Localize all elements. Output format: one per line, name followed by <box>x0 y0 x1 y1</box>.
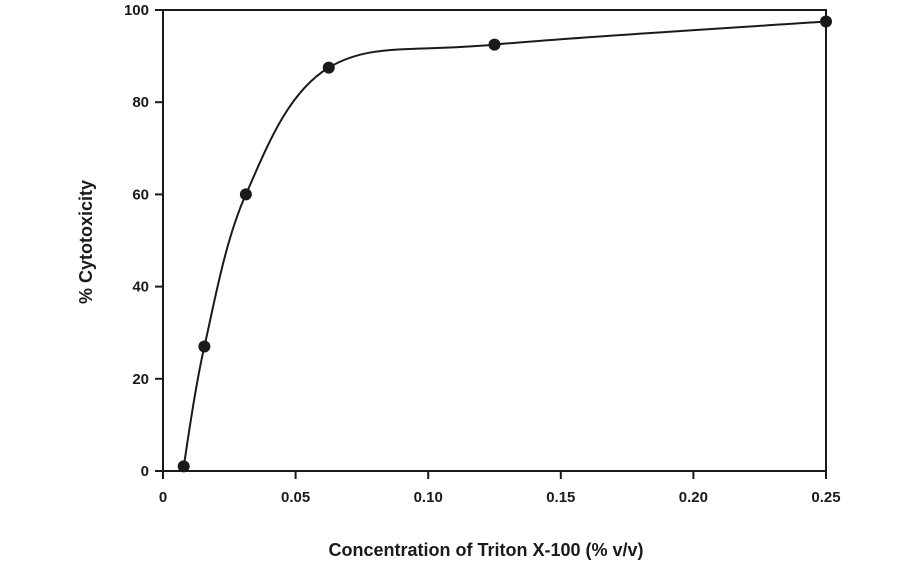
data-points <box>177 15 832 473</box>
x-tick-label: 0.20 <box>679 489 708 506</box>
x-tick-label: 0.05 <box>281 489 310 506</box>
y-tick-label: 100 <box>124 2 149 19</box>
data-point <box>820 15 832 28</box>
y-tick-label: 60 <box>132 186 149 203</box>
series-line <box>182 20 827 467</box>
x-tick-label: 0.25 <box>811 489 840 506</box>
data-point <box>239 188 252 201</box>
y-tick-label: 0 <box>141 463 149 480</box>
x-tick-label: 0 <box>159 489 167 506</box>
data-point <box>322 61 335 74</box>
y-tick-label: 80 <box>132 94 149 111</box>
y-axis-title: % Cytotoxicity <box>76 180 96 304</box>
plot-frame <box>162 9 827 472</box>
data-point <box>177 460 190 473</box>
x-axis-ticks: 0 0.05 0.10 0.15 0.20 0.25 <box>159 471 841 506</box>
y-tick-label: 20 <box>132 371 149 388</box>
y-axis-ticks: 0 20 40 60 80 100 <box>124 2 163 480</box>
y-tick-label: 40 <box>132 279 149 296</box>
x-tick-label: 0.10 <box>414 489 443 506</box>
data-point <box>198 340 211 353</box>
x-axis-title: Concentration of Triton X-100 (% v/v) <box>328 540 643 560</box>
x-tick-label: 0.15 <box>546 489 575 506</box>
data-point <box>488 38 501 51</box>
